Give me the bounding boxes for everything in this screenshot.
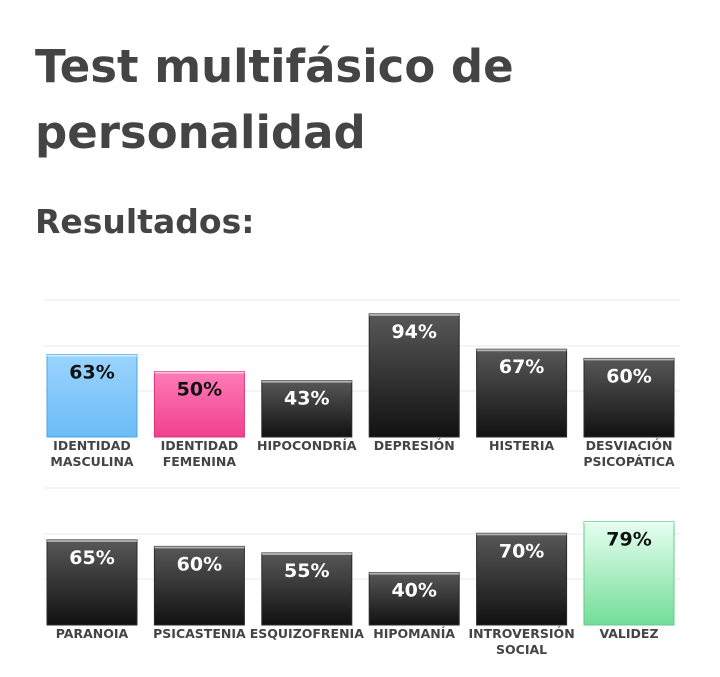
bar-highlight xyxy=(47,539,137,542)
tick-label: INTROVERSIÓN xyxy=(469,626,575,641)
tick-label: SOCIAL xyxy=(496,642,547,657)
data-label: 50% xyxy=(177,379,222,401)
bar-highlight xyxy=(154,371,245,374)
chart-results-row-2: 65% PARANOIA 60% PSICASTENIA 55% ESQUIZOFRENI… xyxy=(44,487,680,657)
tick-label: IDENTIDAD xyxy=(53,438,131,453)
tick-label: DEPRESIÓN xyxy=(374,438,455,453)
bar-desviación-psicopática xyxy=(583,357,675,438)
data-label: 60% xyxy=(177,553,222,575)
data-label: 60% xyxy=(606,365,651,387)
tick-label: ESQUIZOFRENIA xyxy=(250,626,364,641)
bar-highlight xyxy=(47,354,137,357)
tick-label: HIPOMANÍA xyxy=(373,626,455,641)
bar-validez xyxy=(583,521,675,626)
tick-label: DESVIACIÓN xyxy=(586,438,673,453)
tick-label: PSICASTENIA xyxy=(153,626,246,641)
bar-highlight xyxy=(584,521,674,524)
tick-label: VALIDEZ xyxy=(599,626,658,641)
bar-highlight xyxy=(154,546,245,549)
bar-psicastenia xyxy=(153,545,245,626)
data-label: 67% xyxy=(499,356,544,378)
data-label: 63% xyxy=(69,361,114,383)
tick-label: MASCULINA xyxy=(50,454,134,469)
results-heading: Resultados: xyxy=(35,202,255,241)
bar-hipomanía xyxy=(368,572,460,626)
tick-label: IDENTIDAD xyxy=(161,438,239,453)
tick-label: PSICOPÁTICA xyxy=(583,454,675,469)
tick-label: FEMENINA xyxy=(163,454,237,469)
data-label: 70% xyxy=(499,540,544,562)
bar-histeria xyxy=(476,348,568,438)
bar-highlight xyxy=(261,380,352,383)
data-label: 79% xyxy=(606,529,651,551)
data-label: 55% xyxy=(284,560,329,582)
bar-highlight xyxy=(584,358,674,361)
chart-results-row-1: 63%IDENTIDADMASCULINA50%IDENTIDADFEMENIN… xyxy=(44,299,680,469)
bar-highlight xyxy=(369,313,460,316)
bar-identidad-masculina xyxy=(46,353,138,438)
data-label: 65% xyxy=(69,547,114,569)
page-title: Test multifásico de personalidad xyxy=(35,40,514,159)
bar-esquizofrenia xyxy=(261,552,353,626)
data-label: 94% xyxy=(391,321,436,343)
tick-label: HIPOCONDRÍA xyxy=(257,438,357,453)
bar-introversión-social xyxy=(476,532,568,626)
bar-highlight xyxy=(476,533,567,536)
bar-highlight xyxy=(261,552,352,555)
data-label: 43% xyxy=(284,388,329,410)
bar-highlight xyxy=(476,349,567,352)
bar-highlight xyxy=(369,572,460,575)
tick-label: HISTERIA xyxy=(489,438,554,453)
data-label: 40% xyxy=(391,580,436,602)
tick-label: PARANOIA xyxy=(56,626,129,641)
